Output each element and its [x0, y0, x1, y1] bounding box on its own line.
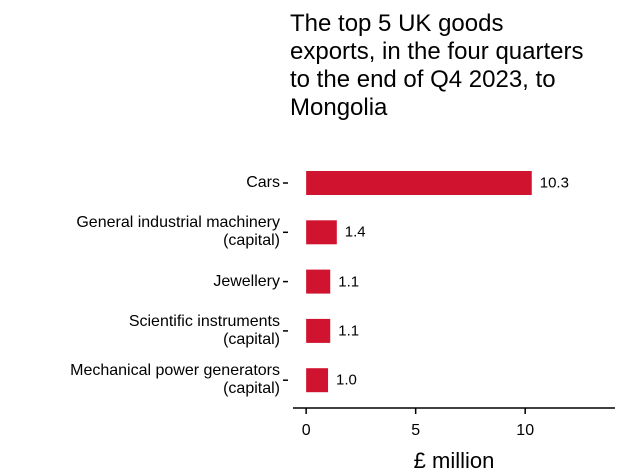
value-label: 1.1: [338, 322, 360, 340]
value-label: 1.0: [336, 371, 357, 389]
x-tick-label: 10: [516, 422, 535, 439]
bar: [306, 318, 331, 343]
x-tick-label: 0: [301, 422, 311, 439]
x-tick-label: 5: [411, 422, 421, 439]
bar: [306, 269, 331, 294]
value-label: 10.3: [539, 174, 569, 192]
y-tick-label: General industrial machinery (capital): [76, 214, 280, 250]
bar: [306, 220, 337, 245]
y-tick-label: Scientific instruments (capital): [128, 312, 280, 348]
y-tick-label: Cars: [246, 174, 280, 191]
value-label: 1.1: [338, 273, 360, 291]
chart-title: The top 5 UK goods exports, in the four …: [290, 10, 584, 121]
bar: [306, 368, 329, 393]
x-axis-title: £ million: [413, 448, 495, 472]
y-tick-label: Jewellery: [213, 272, 280, 290]
bar: [306, 171, 532, 195]
y-tick-label: Mechanical power generators (capital): [70, 362, 280, 398]
value-label: 1.4: [344, 223, 366, 241]
